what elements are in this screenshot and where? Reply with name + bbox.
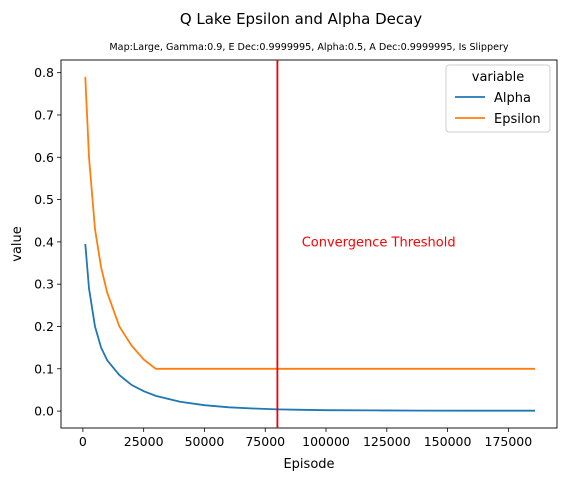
legend-label-epsilon: Epsilon bbox=[494, 112, 541, 127]
x-tick-label: 100000 bbox=[302, 434, 350, 449]
y-tick-label: 0.3 bbox=[34, 277, 54, 292]
convergence-threshold-label: Convergence Threshold bbox=[302, 235, 456, 250]
legend-label-alpha: Alpha bbox=[494, 91, 531, 106]
x-tick-label: 125000 bbox=[363, 434, 411, 449]
x-axis-label: Episode bbox=[283, 457, 334, 472]
legend: variable Alpha Epsilon bbox=[445, 64, 551, 133]
series-line-epsilon bbox=[84, 76, 536, 370]
y-tick-label: 0.7 bbox=[34, 107, 54, 122]
x-tick-label: 175000 bbox=[485, 434, 533, 449]
legend-title: variable bbox=[472, 70, 524, 85]
x-tick-label: 50000 bbox=[185, 434, 225, 449]
legend-box bbox=[445, 64, 551, 133]
x-tick-label: 150000 bbox=[424, 434, 472, 449]
plot-frame bbox=[60, 59, 558, 429]
annotation-layer: Convergence Threshold bbox=[276, 60, 456, 428]
y-tick-label: 0.1 bbox=[34, 361, 54, 376]
y-tick-label: 0.5 bbox=[34, 192, 54, 207]
chart-title: Q Lake Epsilon and Alpha Decay bbox=[180, 10, 422, 28]
chart-subtitle: Map:Large, Gamma:0.9, E Dec:0.9999995, A… bbox=[109, 42, 509, 53]
y-tick-label: 0.8 bbox=[34, 65, 54, 80]
series-layer bbox=[84, 76, 536, 412]
y-tick-label: 0.4 bbox=[34, 234, 54, 249]
y-tick-label: 0.2 bbox=[34, 319, 54, 334]
y-tick-label: 0.0 bbox=[34, 404, 54, 419]
y-axis-label: value bbox=[10, 226, 25, 262]
series-line-alpha bbox=[84, 243, 536, 412]
y-axis: 0.0 0.1 0.2 0.3 0.4 0.5 0.6 0.7 0.8 bbox=[34, 65, 61, 419]
x-tick-label: 0 bbox=[79, 434, 87, 449]
x-tick-label: 75000 bbox=[245, 434, 285, 449]
x-tick-label: 25000 bbox=[124, 434, 164, 449]
y-tick-label: 0.6 bbox=[34, 150, 54, 165]
x-axis: 0 25000 50000 75000 100000 125000 150000 175000 bbox=[79, 428, 532, 449]
